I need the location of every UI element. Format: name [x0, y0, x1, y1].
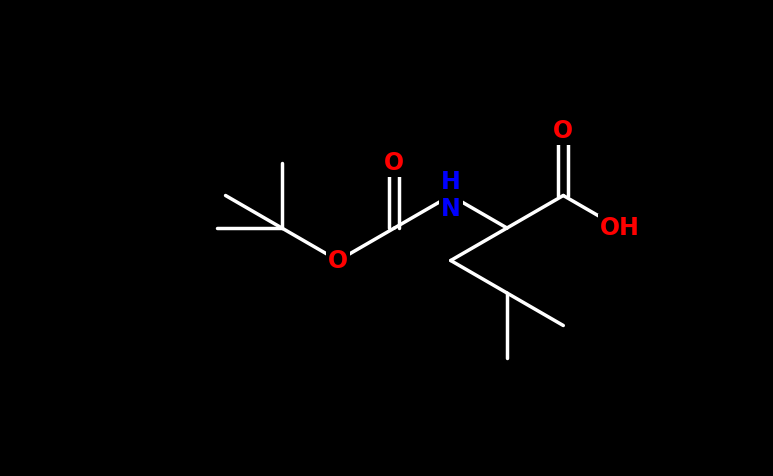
Text: O: O — [384, 151, 404, 175]
Text: O: O — [328, 248, 348, 272]
Text: H
N: H N — [441, 169, 461, 221]
Text: O: O — [553, 119, 574, 142]
Text: OH: OH — [600, 216, 639, 240]
